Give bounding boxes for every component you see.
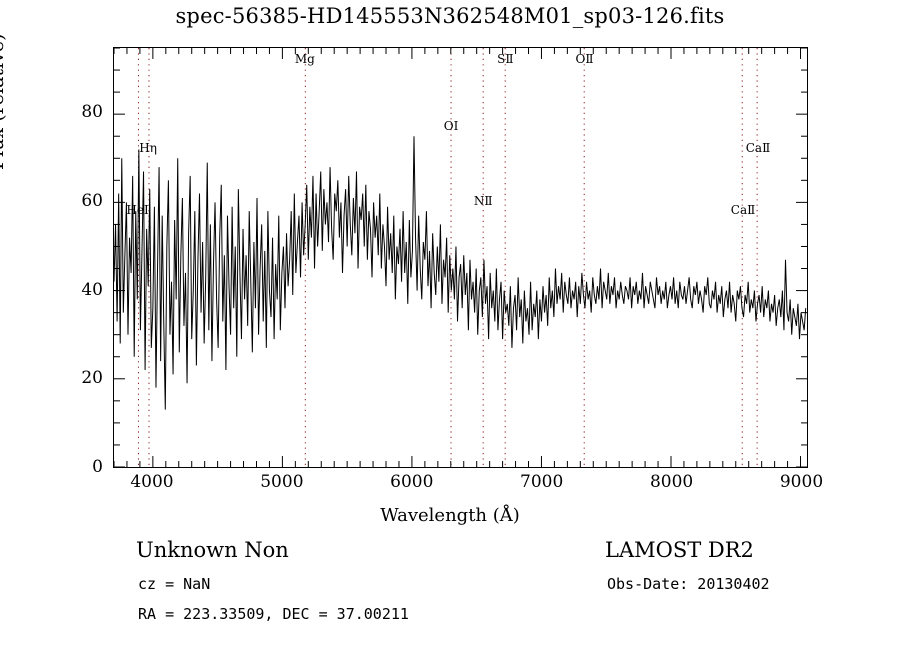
- y-tick-0: 0: [92, 457, 103, 477]
- cz-value: cz = NaN: [138, 575, 211, 593]
- y-tick-60: 60: [81, 191, 103, 212]
- axis-tick-group: [114, 48, 807, 467]
- marker-label-S: SⅡ: [497, 52, 514, 67]
- x-tick-4000: 4000: [130, 472, 174, 492]
- marker-label-N: NⅡ: [473, 194, 493, 209]
- x-axis-tick-labels: 4000 5000 6000 7000 8000 9000: [0, 472, 900, 502]
- marker-label-Mg: Mg: [294, 52, 315, 67]
- plot-area: [113, 47, 808, 468]
- marker-label-O: OⅠ: [443, 118, 459, 133]
- y-axis-tick-labels: 0 20 40 60 80: [0, 0, 113, 477]
- x-tick-8000: 8000: [649, 472, 694, 492]
- x-tick-7000: 7000: [520, 472, 564, 492]
- x-tick-6000: 6000: [390, 472, 434, 492]
- y-tick-20: 20: [81, 368, 103, 389]
- obs-date: Obs-Date: 20130402: [607, 575, 770, 593]
- marker-label-H: Hη: [139, 140, 157, 155]
- marker-label-Ca: CaⅡ: [745, 140, 771, 155]
- spectrum-canvas: [114, 48, 807, 467]
- y-tick-80: 80: [81, 102, 103, 123]
- object-class: Unknown Non: [136, 538, 289, 562]
- x-tick-5000: 5000: [260, 472, 304, 492]
- page-title: spec-56385-HD145553N362548M01_sp03-126.f…: [175, 4, 725, 28]
- marker-label-O: OⅡ: [575, 52, 594, 67]
- marker-label-He: HeⅠ: [126, 202, 149, 217]
- x-tick-9000: 9000: [779, 472, 824, 492]
- marker-label-Ca: CaⅡ: [730, 202, 756, 217]
- coordinates: RA = 223.33509, DEC = 37.00211: [138, 605, 409, 623]
- survey-name: LAMOST DR2: [605, 538, 754, 562]
- x-axis-title: Wavelength (Å): [380, 505, 520, 526]
- y-tick-40: 40: [81, 279, 103, 300]
- spectrum-trace: [114, 136, 806, 409]
